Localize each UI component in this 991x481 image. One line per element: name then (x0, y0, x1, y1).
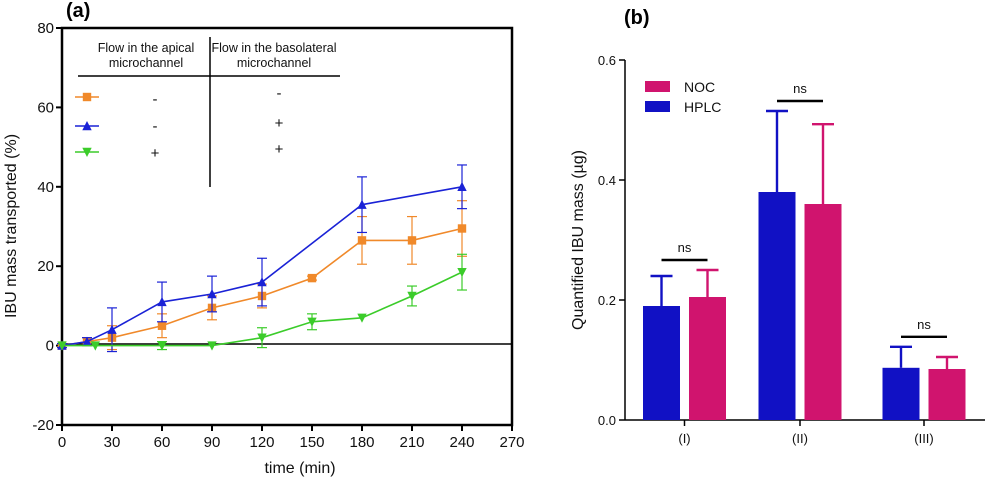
legend-label-hplc: HPLC (684, 99, 721, 115)
data-point (307, 273, 317, 283)
data-point (107, 324, 117, 334)
data-point (357, 313, 367, 323)
x-tick-label-a: 90 (204, 434, 221, 451)
data-point (407, 291, 417, 301)
x-tick-label-a: 150 (299, 434, 324, 451)
row1-apical: - (153, 91, 158, 108)
series-line (61, 227, 463, 347)
bar-noc (804, 204, 842, 420)
x-axis-label-a: time (min) (264, 460, 335, 477)
row3-basolateral: + (275, 141, 284, 158)
data-point (90, 341, 101, 351)
x-tick-label-a: 60 (154, 434, 171, 451)
data-point (57, 341, 67, 351)
bar-hplc (643, 306, 680, 420)
legend-label-noc: NOC (684, 79, 715, 95)
data-point (82, 336, 92, 346)
table-header-basolateral-line2: microchannel (237, 56, 311, 70)
data-point (457, 181, 467, 191)
table-header-basolateral-line1: Flow in the basolateral (211, 41, 336, 55)
data-point (157, 296, 167, 307)
data-point (207, 288, 217, 299)
plot-a-frame (60, 26, 514, 427)
bar-hplc (758, 192, 796, 420)
condition-table: Flow in the apical microchannel Flow in … (75, 37, 340, 187)
row1-basolateral: - (277, 85, 282, 102)
data-point (157, 321, 167, 330)
table-header-apical-line1: Flow in the apical (98, 41, 195, 55)
panel-b: (b) 0.0 0.2 0.4 0.6 (I) (II) (III) Quantified… (570, 7, 985, 446)
x-tick-label-b: (III) (914, 431, 934, 446)
data-point (357, 199, 367, 209)
panel-a-label: (a) (66, 0, 90, 22)
row2-apical: - (153, 118, 158, 135)
data-point (457, 224, 467, 233)
y-tick-label-a: 0 (46, 338, 54, 355)
y-tick-label-a: -20 (32, 417, 54, 434)
data-point (457, 267, 467, 278)
y-tick-label-a: 40 (37, 179, 54, 196)
table-row-marker (82, 147, 92, 157)
legend-swatch-hplc (645, 101, 670, 112)
series-triangle-up (57, 164, 467, 353)
data-point (307, 317, 317, 327)
y-tick-label-a: 80 (37, 20, 54, 37)
x-tick-label-b: (I) (678, 431, 690, 446)
data-point (257, 277, 267, 287)
x-tick-label-b: (II) (792, 431, 808, 446)
significance-label: ns (917, 317, 931, 332)
legend-swatch-noc (645, 81, 670, 92)
y-tick-label-a: 20 (37, 258, 54, 275)
data-point (257, 333, 267, 343)
x-tick-label-a: 210 (399, 434, 424, 451)
series-triangle-down (57, 253, 467, 351)
y-tick-label-b: 0.4 (598, 173, 616, 188)
table-header-apical-line2: microchannel (109, 56, 183, 70)
significance-label: ns (793, 81, 807, 96)
row3-apical: + (151, 145, 160, 162)
data-point (357, 236, 367, 245)
data-point (407, 236, 417, 245)
y-tick-label-b: 0.0 (598, 413, 616, 428)
x-tick-label-a: 30 (104, 434, 121, 451)
significance-label: ns (678, 240, 692, 255)
data-point (157, 341, 167, 351)
x-tick-label-a: 0 (58, 434, 66, 451)
y-axis-label-b: Quantified IBU mass (µg) (570, 150, 587, 330)
panel-b-label: (b) (624, 7, 650, 29)
data-point (207, 341, 217, 351)
y-tick-label-b: 0.6 (598, 53, 616, 68)
bar-noc (689, 297, 726, 420)
y-axis-label-a: IBU mass transported (%) (3, 134, 20, 318)
y-tick-label-b: 0.2 (598, 293, 616, 308)
bar-hplc (882, 367, 920, 420)
table-row-marker (82, 121, 92, 131)
row2-basolateral: + (275, 115, 284, 132)
x-tick-label-a: 120 (249, 434, 274, 451)
bar-noc (928, 369, 966, 420)
x-tick-label-a: 270 (499, 434, 524, 451)
series-line (61, 186, 463, 347)
x-tick-label-a: 180 (349, 434, 374, 451)
table-row-marker (82, 92, 92, 102)
y-tick-label-a: 60 (37, 99, 54, 116)
x-tick-label-a: 240 (449, 434, 474, 451)
